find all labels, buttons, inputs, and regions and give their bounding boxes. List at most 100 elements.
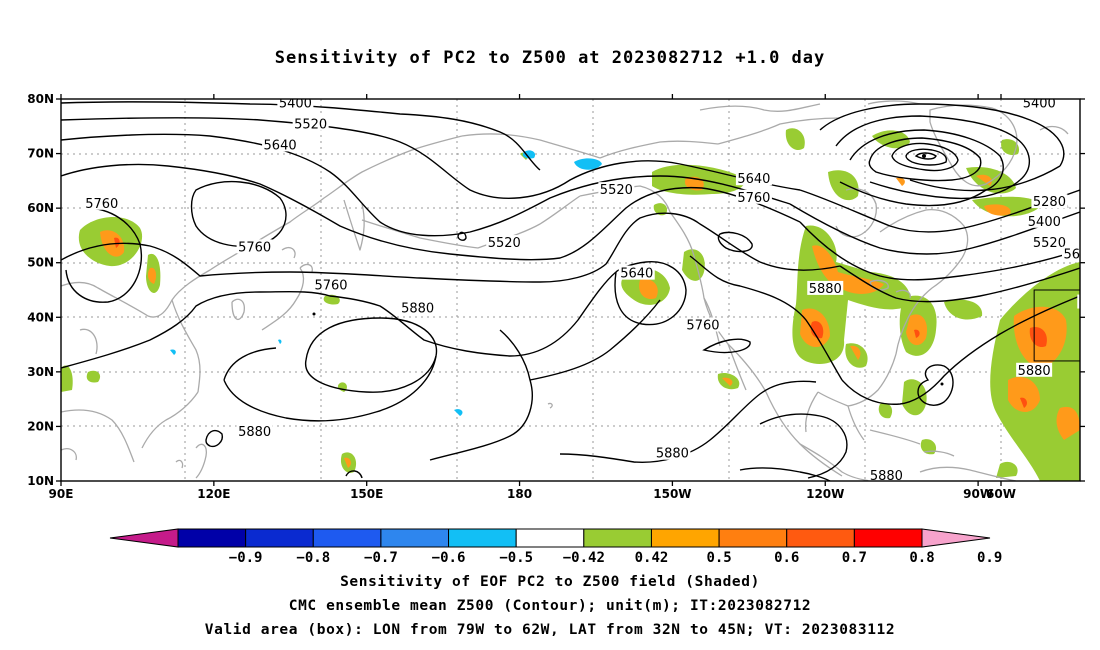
colorbar-label: −0.5	[499, 550, 533, 566]
colorbar-label: 0.9	[977, 550, 1002, 566]
contour-label-bg	[1016, 362, 1053, 377]
contour-label: 5400	[1028, 215, 1061, 230]
contour-label: 5280	[1033, 195, 1066, 210]
lat-tick-label: 70N	[27, 147, 54, 161]
lat-tick-label: 30N	[27, 365, 54, 379]
colorbar-segment	[786, 528, 855, 548]
contour-label: 5760	[686, 318, 719, 333]
lat-tick-label: 20N	[27, 419, 54, 433]
colorbar-segment	[583, 528, 652, 548]
caption-contour: CMC ensemble mean Z500 (Contour); unit(m…	[288, 598, 812, 614]
lat-tick-label: 80N	[27, 92, 54, 106]
lat-tick-label: 10N	[27, 474, 54, 488]
contour-label-bg	[868, 468, 905, 481]
contour-label: 5400	[1023, 96, 1056, 111]
colorbar-segment	[312, 528, 382, 548]
lat-tick-label: 50N	[27, 256, 54, 270]
lon-tick-label: 150E	[350, 487, 383, 501]
contour-label: 5880	[870, 469, 903, 484]
contour-label-bg	[1031, 235, 1068, 250]
colorbar-label: 0.5	[706, 550, 731, 566]
map-gridlines	[61, 99, 1080, 481]
contour-label-bg	[1031, 194, 1068, 209]
colorbar-label: −0.6	[432, 550, 466, 566]
colorbar-label: 0.6	[774, 550, 799, 566]
colorbar-label: −0.42	[563, 550, 605, 566]
contour-labels: 5400552056405760576057605880552055205640…	[83, 96, 1100, 484]
contour-label-bg	[313, 277, 350, 292]
lon-tick-label: 120W	[806, 487, 844, 501]
contour-label-bg	[236, 239, 273, 254]
colorbar-label: −0.9	[229, 550, 263, 566]
sensitivity-shading	[61, 128, 1080, 481]
coastlines	[61, 100, 1069, 481]
contour-label-bg	[654, 445, 691, 460]
contour-center-dots	[312, 154, 944, 386]
contour-label-bg	[807, 280, 844, 295]
contour-label: 5880	[238, 425, 271, 440]
colorbar-segment	[380, 528, 450, 548]
lat-tick-label: 60N	[27, 201, 54, 215]
colorbar-min-arrow	[109, 528, 179, 548]
contour-label: 5640	[1063, 248, 1096, 263]
contour-label-bg	[618, 265, 655, 280]
contour-label-bg	[262, 137, 299, 152]
contour-label: 5880	[809, 282, 842, 297]
contour-label: 5760	[85, 197, 118, 212]
map-title: Sensitivity of PC2 to Z500 at 2023082712…	[274, 48, 826, 68]
colorbar-segment	[245, 528, 314, 548]
lat-tick-label: 40N	[27, 310, 54, 324]
colorbar-segment	[853, 528, 923, 548]
contour-label-bg	[735, 189, 772, 204]
contour-label: 5520	[294, 118, 327, 133]
contour-label-bg	[1026, 213, 1063, 228]
contour-label-bg	[277, 99, 314, 110]
contour-label: 5520	[600, 183, 633, 198]
colorbar-label: 0.42	[635, 550, 669, 566]
lon-tick-label: 150W	[653, 487, 691, 501]
caption-valid-area: Valid area (box): LON from 79W to 62W, L…	[204, 622, 896, 638]
colorbar-segment	[177, 528, 247, 548]
map-frame	[60, 98, 1081, 482]
contour-label-bg	[1021, 99, 1058, 110]
valid-area-box	[1033, 289, 1080, 362]
contour-label: 5880	[401, 302, 434, 317]
colorbar-segment	[515, 528, 585, 548]
contour-label-bg	[236, 423, 273, 438]
lon-tick-label: 90W	[963, 487, 993, 501]
lon-tick-label: 60W	[986, 487, 1016, 501]
contour-label-bg	[292, 116, 329, 131]
colorbar-segment	[650, 528, 720, 548]
lon-tick-label: 180	[507, 487, 532, 501]
contour-label: 5760	[737, 191, 770, 206]
colorbar: −0.9 −0.8 −0.7 −0.6 −0.5 −0.42 0.42 0.5 0.6 0.7 0.…	[109, 528, 1002, 566]
contour-label: 5520	[1033, 236, 1066, 251]
contour-label: 5880	[656, 447, 689, 462]
contour-label: 5640	[737, 172, 770, 187]
contour-label-bg	[83, 195, 120, 210]
lon-tick-label: 120E	[197, 487, 230, 501]
colorbar-label: −0.7	[364, 550, 398, 566]
caption-shading: Sensitivity of EOF PC2 to Z500 field (Sh…	[340, 574, 760, 590]
contour-label-bg	[735, 171, 772, 186]
contour-label-bg	[1062, 246, 1080, 261]
contour-label: 5640	[264, 138, 297, 153]
contour-label: 5760	[238, 240, 271, 255]
contour-label: 5640	[620, 267, 653, 282]
contour-label-bg	[399, 300, 436, 315]
contour-label-bg	[598, 182, 635, 197]
colorbar-segment	[718, 528, 788, 548]
contour-label: 5520	[488, 236, 521, 251]
contour-label: 5760	[1079, 296, 1100, 311]
lon-tick-label: 90E	[49, 487, 74, 501]
contour-label: 5880	[1018, 364, 1051, 379]
colorbar-label: 0.8	[909, 550, 934, 566]
colorbar-label: 0.7	[842, 550, 867, 566]
contour-label-bg	[486, 235, 523, 250]
contour-label-bg	[684, 317, 721, 332]
z500-contours	[61, 101, 1080, 481]
colorbar-label: −0.8	[296, 550, 330, 566]
contour-label: 5760	[314, 279, 347, 294]
